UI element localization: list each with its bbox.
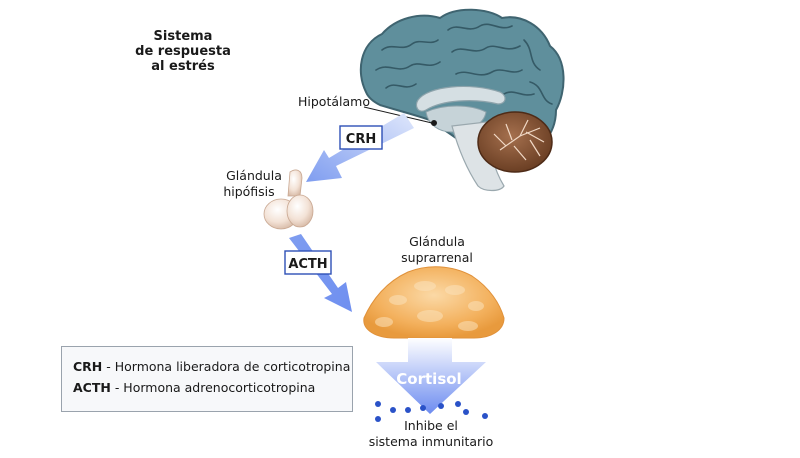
hypothalamus-leader [363,106,433,124]
brain-illustration [359,8,565,192]
corpus-callosum [415,85,506,112]
brain-gyri [375,23,553,105]
title-line-1: Sistema [154,29,213,44]
hypothalamus-label: Hipotálamo [298,94,370,109]
cortisol-dots [375,401,488,422]
cerebellum [477,111,553,173]
title-line-3: al estrés [151,59,215,74]
crh-badge-box [339,125,383,150]
cortisol-label: Cortisol [396,370,461,388]
pituitary-label-line-1: Glándula [226,168,282,183]
legend-box: CRH - Hormona liberadora de corticotropi… [61,346,353,412]
title-line-2: de respuesta [135,44,231,59]
legend-item-acth: ACTH - Hormona adrenocorticotropina [73,377,352,398]
legend-item-crh: CRH - Hormona liberadora de corticotropi… [73,356,352,377]
legend-text-acth: - Hormona adrenocorticotropina [110,380,316,395]
cerebellum-branches [493,119,545,161]
adrenal-label-line-1: Glándula [409,234,465,249]
adrenal-gland [363,266,505,339]
inhibit-label-line-2: sistema inmunitario [369,434,494,449]
pituitary-label-line-2: hipófisis [223,184,274,199]
inhibit-label-line-1: Inhibe el [404,418,458,433]
acth-badge: ACTH [288,257,327,272]
adrenal-label-line-2: suprarrenal [401,250,473,265]
diagram-title: Sistema de respuesta al estrés [135,29,231,74]
legend-text-crh: - Hormona liberadora de corticotropina [102,359,351,374]
cortisol-arrow [376,338,486,414]
legend-abbr-crh: CRH [73,359,103,374]
acth-badge-box [284,250,332,275]
hypothalamus-point [431,120,437,126]
pituitary-gland [263,169,314,230]
crh-badge: CRH [346,132,376,147]
legend-abbr-acth: ACTH [73,380,111,395]
